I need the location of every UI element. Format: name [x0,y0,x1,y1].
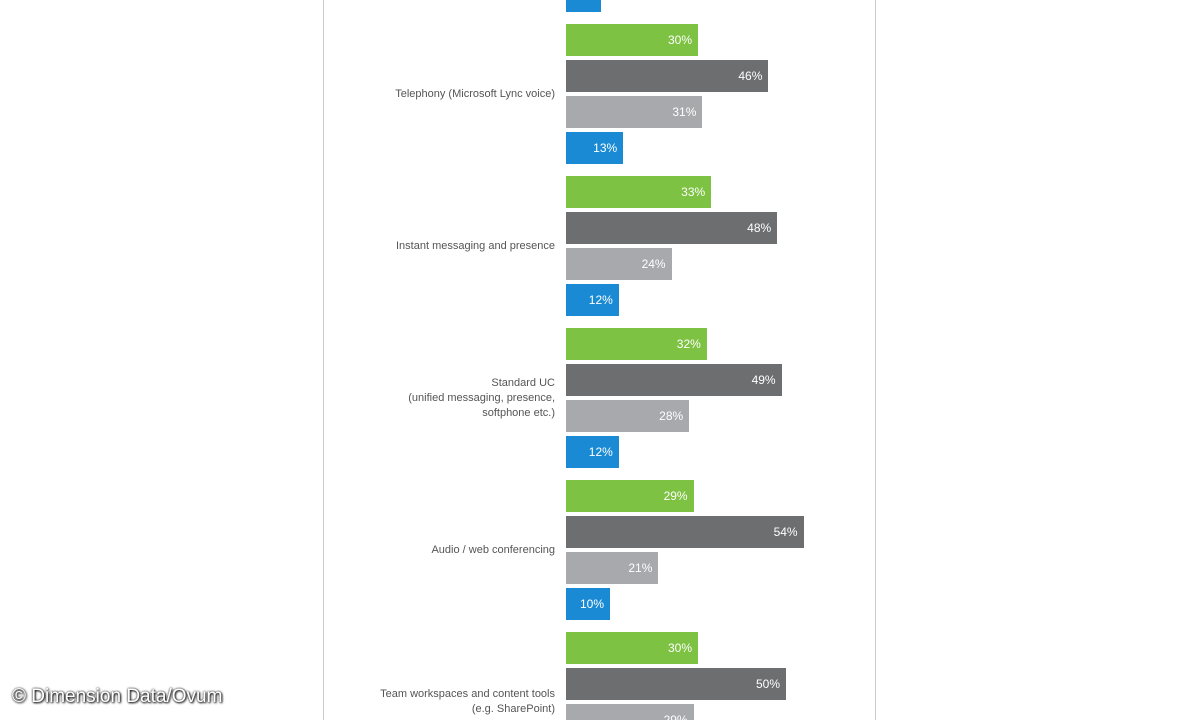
bar: 49% [566,364,782,396]
credit: © Dimension Data/Ovum [12,686,223,707]
bar: 54% [566,516,804,548]
category-label: Audio / web conferencing [431,543,555,556]
bar: 46% [566,60,769,92]
bar: 30% [566,632,698,664]
category-label: Telephony (Microsoft Lync voice) [395,87,555,100]
bar [566,0,602,12]
bar: 32% [566,328,707,360]
value-label: 24% [641,257,666,271]
value-label: 30% [667,33,692,47]
value-label: 13% [593,141,618,155]
bar: 13% [566,132,624,164]
bar: 33% [566,176,712,208]
value-label: 21% [628,561,653,575]
value-label: 10% [579,597,604,611]
value-label: 29% [663,713,688,720]
bar: 48% [566,212,778,244]
bar: 10% [566,588,610,620]
value-label: 50% [755,677,780,691]
value-label: 33% [681,185,706,199]
bar: 24% [566,248,672,280]
bar: 29% [566,704,694,720]
value-label: 12% [588,293,613,307]
category-label: Instant messaging and presence [396,239,555,252]
value-label: 30% [667,641,692,655]
bar: 50% [566,668,786,700]
bar: 29% [566,480,694,512]
bar: 21% [566,552,659,584]
value-label: 31% [672,105,697,119]
chart-panel [323,0,876,720]
value-label: 28% [659,409,684,423]
bar: 30% [566,24,698,56]
value-label: 54% [773,525,798,539]
value-label: 29% [663,489,688,503]
value-label: 49% [751,373,776,387]
value-label: 46% [738,69,763,83]
category-label: Standard UC (unified messaging, presence… [408,376,555,419]
bar: 31% [566,96,703,128]
category-label: Team workspaces and content tools (e.g. … [380,688,555,715]
value-label: 48% [747,221,772,235]
bar: 12% [566,436,619,468]
value-label: 12% [588,445,613,459]
bar: 28% [566,400,690,432]
bar: 12% [566,284,619,316]
value-label: 32% [676,337,701,351]
